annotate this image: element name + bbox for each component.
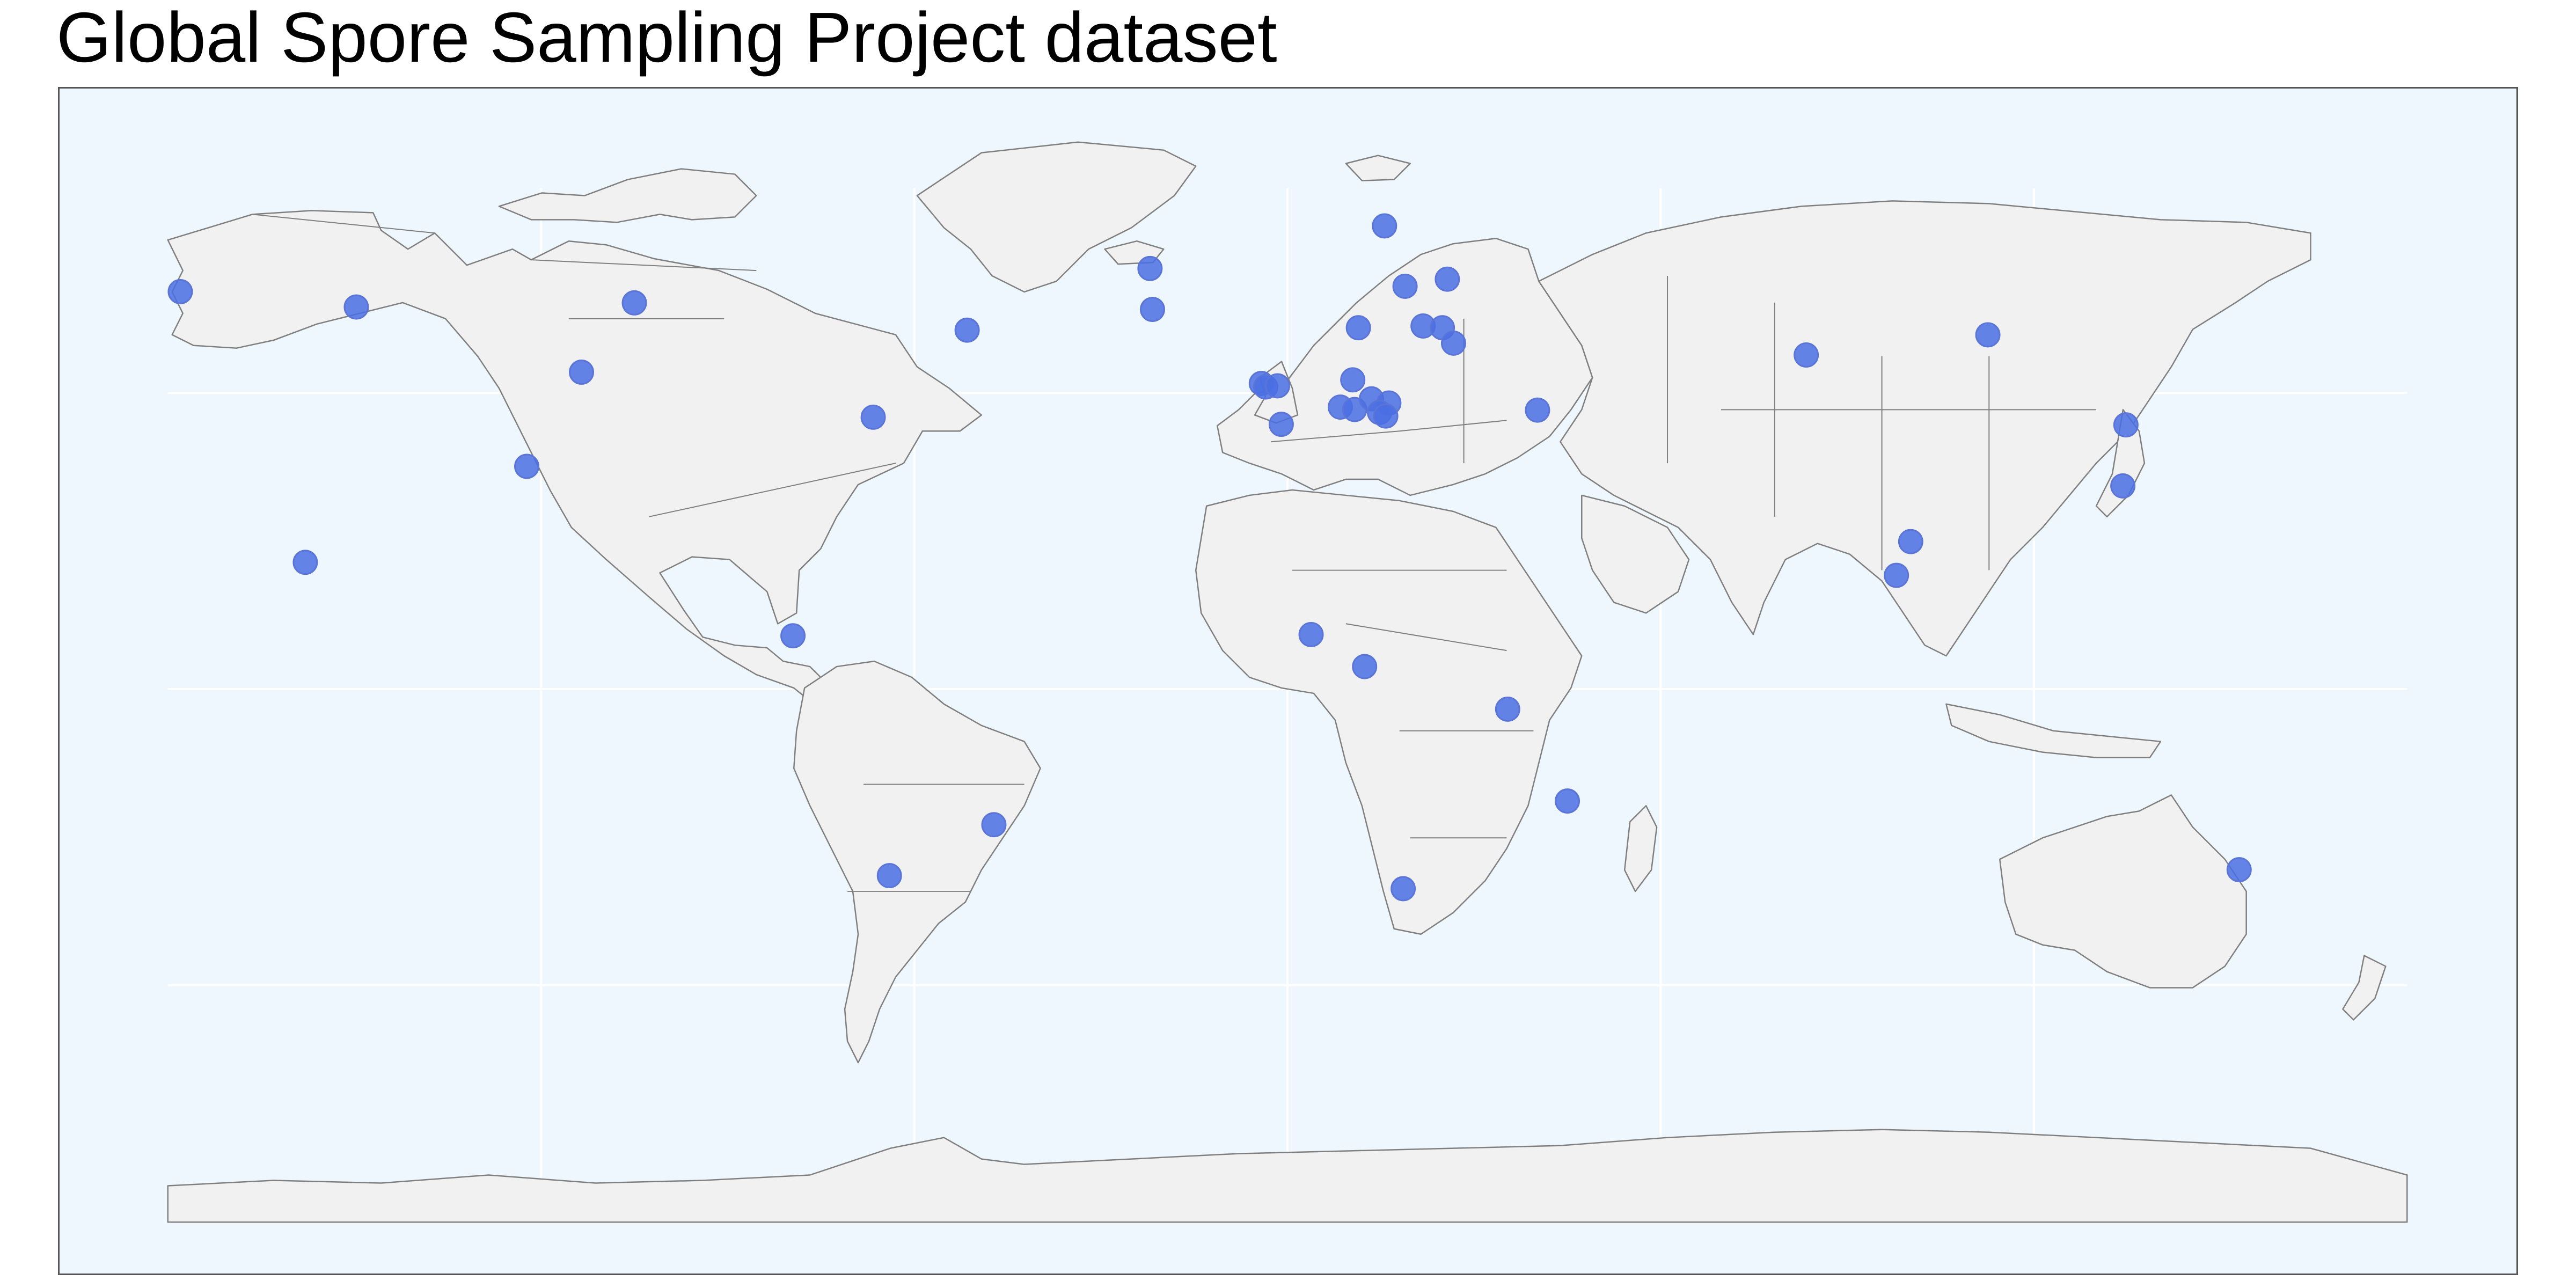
africa <box>1195 489 1583 935</box>
asia <box>1538 200 2311 657</box>
sampling-site-marker[interactable] <box>167 279 193 304</box>
indonesia <box>1945 703 2162 758</box>
australia <box>1999 794 2247 989</box>
new-zealand <box>2342 955 2387 1021</box>
sampling-site-marker[interactable] <box>860 404 886 430</box>
sampling-site-marker[interactable] <box>1898 529 1923 554</box>
world-map[interactable] <box>58 87 2518 1275</box>
sampling-site-marker[interactable] <box>569 360 594 385</box>
sampling-site-marker[interactable] <box>876 863 902 889</box>
japan <box>2095 409 2146 518</box>
sampling-site-marker[interactable] <box>1352 654 1378 679</box>
sampling-site-marker[interactable] <box>1373 403 1399 429</box>
sampling-site-marker[interactable] <box>2226 857 2252 883</box>
sampling-site-marker[interactable] <box>1345 315 1371 341</box>
south-america <box>793 660 1041 1064</box>
sampling-sites[interactable] <box>167 213 2252 902</box>
country-borders <box>252 214 2097 892</box>
map-title: Global Spore Sampling Project dataset <box>56 0 1277 77</box>
sampling-site-marker[interactable] <box>1391 876 1416 902</box>
sampling-site-marker[interactable] <box>1975 322 2001 348</box>
greenland <box>916 141 1197 293</box>
sampling-site-marker[interactable] <box>2110 473 2136 499</box>
sampling-site-marker[interactable] <box>514 453 539 479</box>
sampling-site-marker[interactable] <box>1884 562 1909 588</box>
sampling-site-marker[interactable] <box>1268 412 1294 437</box>
sampling-site-marker[interactable] <box>1555 788 1580 814</box>
sampling-site-marker[interactable] <box>1435 266 1460 292</box>
sampling-site-marker[interactable] <box>292 550 318 575</box>
sampling-site-marker[interactable] <box>1264 373 1290 399</box>
sampling-site-marker[interactable] <box>981 812 1007 838</box>
sampling-site-marker[interactable] <box>343 294 369 320</box>
sampling-site-marker[interactable] <box>1140 297 1165 322</box>
canadian-arctic <box>498 168 757 223</box>
sampling-site-marker[interactable] <box>1440 330 1466 356</box>
sampling-site-marker[interactable] <box>2113 412 2139 438</box>
sampling-site-marker[interactable] <box>780 623 806 649</box>
landmasses <box>167 141 2408 1223</box>
svalbard <box>1345 155 1411 181</box>
sampling-site-marker[interactable] <box>1298 621 1324 647</box>
sampling-site-marker[interactable] <box>1340 367 1366 393</box>
antarctica <box>167 1129 2408 1223</box>
sampling-site-marker[interactable] <box>1495 697 1520 722</box>
map-canvas[interactable] <box>60 89 2516 1274</box>
sampling-site-marker[interactable] <box>1137 255 1163 281</box>
sampling-site-marker[interactable] <box>1372 213 1397 239</box>
sampling-site-marker[interactable] <box>1525 397 1550 423</box>
madagascar <box>1623 805 1658 892</box>
sampling-site-marker[interactable] <box>621 290 647 316</box>
arabia-india <box>1581 494 1690 614</box>
north-america <box>167 210 982 721</box>
sampling-site-marker[interactable] <box>954 317 980 343</box>
sampling-site-marker[interactable] <box>1794 342 1819 368</box>
sampling-site-marker[interactable] <box>1392 274 1418 299</box>
